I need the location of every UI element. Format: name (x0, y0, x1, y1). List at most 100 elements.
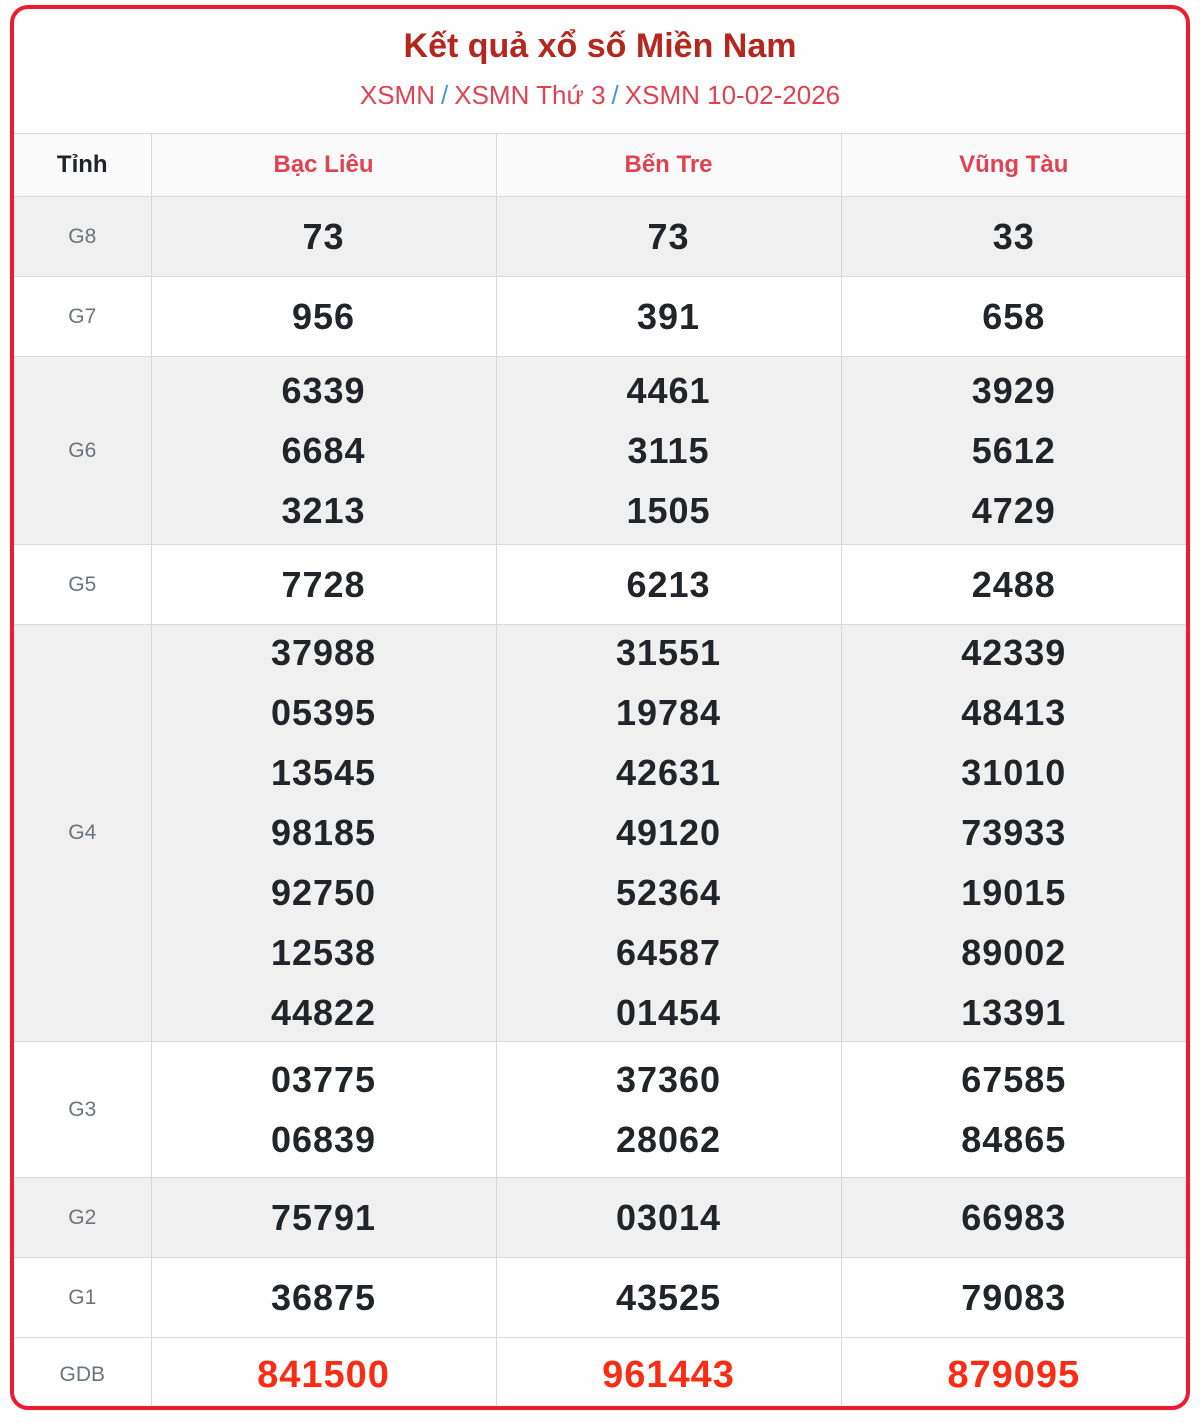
result-cell: 42339 48413 31010 73933 19015 89002 13391 (840, 624, 1186, 1042)
result-cell: 66983 (840, 1177, 1186, 1258)
result-cell: 37360 28062 (495, 1041, 842, 1178)
prize-label: G1 (14, 1257, 152, 1338)
result-number: 12538 (270, 932, 377, 973)
results-table: Tỉnh Bạc Liêu Bến Tre Vũng Tàu G8 73 73 33 G7 9… (14, 133, 1186, 1406)
prize-label: G5 (14, 544, 152, 625)
prize-label: G6 (14, 356, 152, 545)
result-number: 13545 (270, 752, 377, 793)
result-number: 961443 (602, 1353, 735, 1396)
province-header[interactable]: Bến Tre (495, 133, 842, 197)
province-header[interactable]: Bạc Liêu (150, 133, 497, 197)
result-cell: 879095 (840, 1337, 1186, 1406)
breadcrumb-link[interactable]: XSMN (359, 80, 435, 110)
result-number: 73933 (961, 812, 1067, 853)
result-cell: 75791 (150, 1177, 497, 1258)
result-cell: 33 (840, 196, 1186, 277)
result-number: 13391 (961, 992, 1067, 1033)
result-number: 49120 (615, 812, 722, 853)
result-cell: 73 (495, 196, 842, 277)
result-number: 33 (992, 215, 1035, 257)
result-cell: 2488 (840, 544, 1186, 625)
result-number: 03775 (270, 1058, 377, 1100)
result-cell: 6339 6684 3213 (150, 356, 497, 545)
result-number: 7728 (281, 563, 366, 605)
result-cell: 4461 3115 1505 (495, 356, 842, 545)
breadcrumb-separator: / (611, 80, 619, 110)
result-number: 6213 (626, 563, 711, 605)
table-row: G6 6339 6684 3213 4461 3115 1505 3929 5612 4729 (14, 356, 1186, 545)
result-number: 3213 (281, 489, 366, 531)
result-number: 37988 (270, 632, 377, 673)
result-number: 841500 (257, 1353, 390, 1396)
result-number: 42631 (615, 752, 722, 793)
table-row: G2 75791 03014 66983 (14, 1177, 1186, 1258)
result-cell: 7728 (150, 544, 497, 625)
result-cell: 37988 05395 13545 98185 92750 12538 44822 (150, 624, 497, 1042)
result-cell: 391 (495, 276, 842, 357)
result-cell: 73 (150, 196, 497, 277)
result-number: 06839 (270, 1118, 377, 1160)
result-number: 3115 (627, 429, 710, 471)
prize-label: G7 (14, 276, 152, 357)
result-number: 42339 (961, 632, 1067, 673)
result-number: 79083 (961, 1276, 1067, 1318)
breadcrumb-link[interactable]: XSMN 10-02-2026 (624, 80, 841, 110)
result-number: 73 (302, 215, 345, 257)
card-header: Kết quả xổ số Miền Nam XSMN / XSMN Thứ 3/X… (14, 9, 1186, 133)
province-header[interactable]: Vũng Tàu (840, 133, 1186, 197)
result-number: 52364 (615, 872, 722, 913)
table-row: G8 73 73 33 (14, 196, 1186, 277)
prize-label: GDB (14, 1337, 152, 1406)
result-number: 92750 (270, 872, 377, 913)
result-number: 879095 (947, 1353, 1081, 1396)
result-number: 19784 (615, 692, 722, 733)
result-number: 6684 (281, 429, 366, 471)
table-row: G1 36875 43525 79083 (14, 1257, 1186, 1338)
result-cell: 03775 06839 (150, 1041, 497, 1178)
result-number: 956 (291, 295, 356, 337)
result-cell: 67585 84865 (840, 1041, 1186, 1178)
result-number: 5612 (971, 429, 1056, 471)
result-number: 6339 (281, 369, 366, 411)
table-row: GDB 841500 961443 879095 (14, 1337, 1186, 1406)
prize-label: G8 (14, 196, 152, 277)
result-number: 391 (636, 295, 701, 337)
result-number: 19015 (961, 872, 1067, 913)
table-row: G5 7728 6213 2488 (14, 544, 1186, 625)
result-number: 84865 (961, 1118, 1067, 1160)
result-number: 73 (647, 215, 690, 257)
result-number: 89002 (961, 932, 1067, 973)
results-body: G8 73 73 33 G7 956 391 658 G6 6339 6684 3213 4461 311… (14, 196, 1186, 1406)
result-number: 3929 (971, 369, 1056, 411)
result-number: 2488 (971, 563, 1056, 605)
result-cell: 841500 (150, 1337, 497, 1406)
result-number: 43525 (615, 1276, 722, 1318)
result-number: 37360 (615, 1058, 722, 1100)
result-cell: 03014 (495, 1177, 842, 1258)
result-cell: 43525 (495, 1257, 842, 1338)
result-number: 01454 (615, 992, 722, 1033)
table-row: G3 03775 06839 37360 28062 67585 84865 (14, 1041, 1186, 1178)
result-number: 1505 (626, 489, 711, 531)
lottery-result-card: Kết quả xổ số Miền Nam XSMN / XSMN Thứ 3/X… (10, 5, 1190, 1410)
result-number: 36875 (270, 1276, 377, 1318)
result-number: 64587 (615, 932, 722, 973)
result-number: 48413 (961, 692, 1067, 733)
result-cell: 658 (840, 276, 1186, 357)
result-cell: 6213 (495, 544, 842, 625)
breadcrumb-separator: / (441, 80, 449, 110)
result-cell: 36875 (150, 1257, 497, 1338)
result-number: 75791 (270, 1196, 377, 1238)
breadcrumb-link[interactable]: XSMN Thứ 3 (454, 80, 606, 110)
result-number: 658 (982, 295, 1046, 337)
result-number: 31010 (961, 752, 1067, 793)
result-number: 4461 (626, 369, 711, 411)
prize-label: G2 (14, 1177, 152, 1258)
result-cell: 961443 (495, 1337, 842, 1406)
corner-header: Tỉnh (14, 133, 152, 197)
result-cell: 31551 19784 42631 49120 52364 64587 01454 (495, 624, 842, 1042)
table-header-row: Tỉnh Bạc Liêu Bến Tre Vũng Tàu (14, 133, 1186, 197)
result-number: 28062 (615, 1118, 722, 1160)
result-number: 67585 (961, 1058, 1067, 1100)
table-row: G4 37988 05395 13545 98185 92750 12538 44822 315… (14, 624, 1186, 1042)
